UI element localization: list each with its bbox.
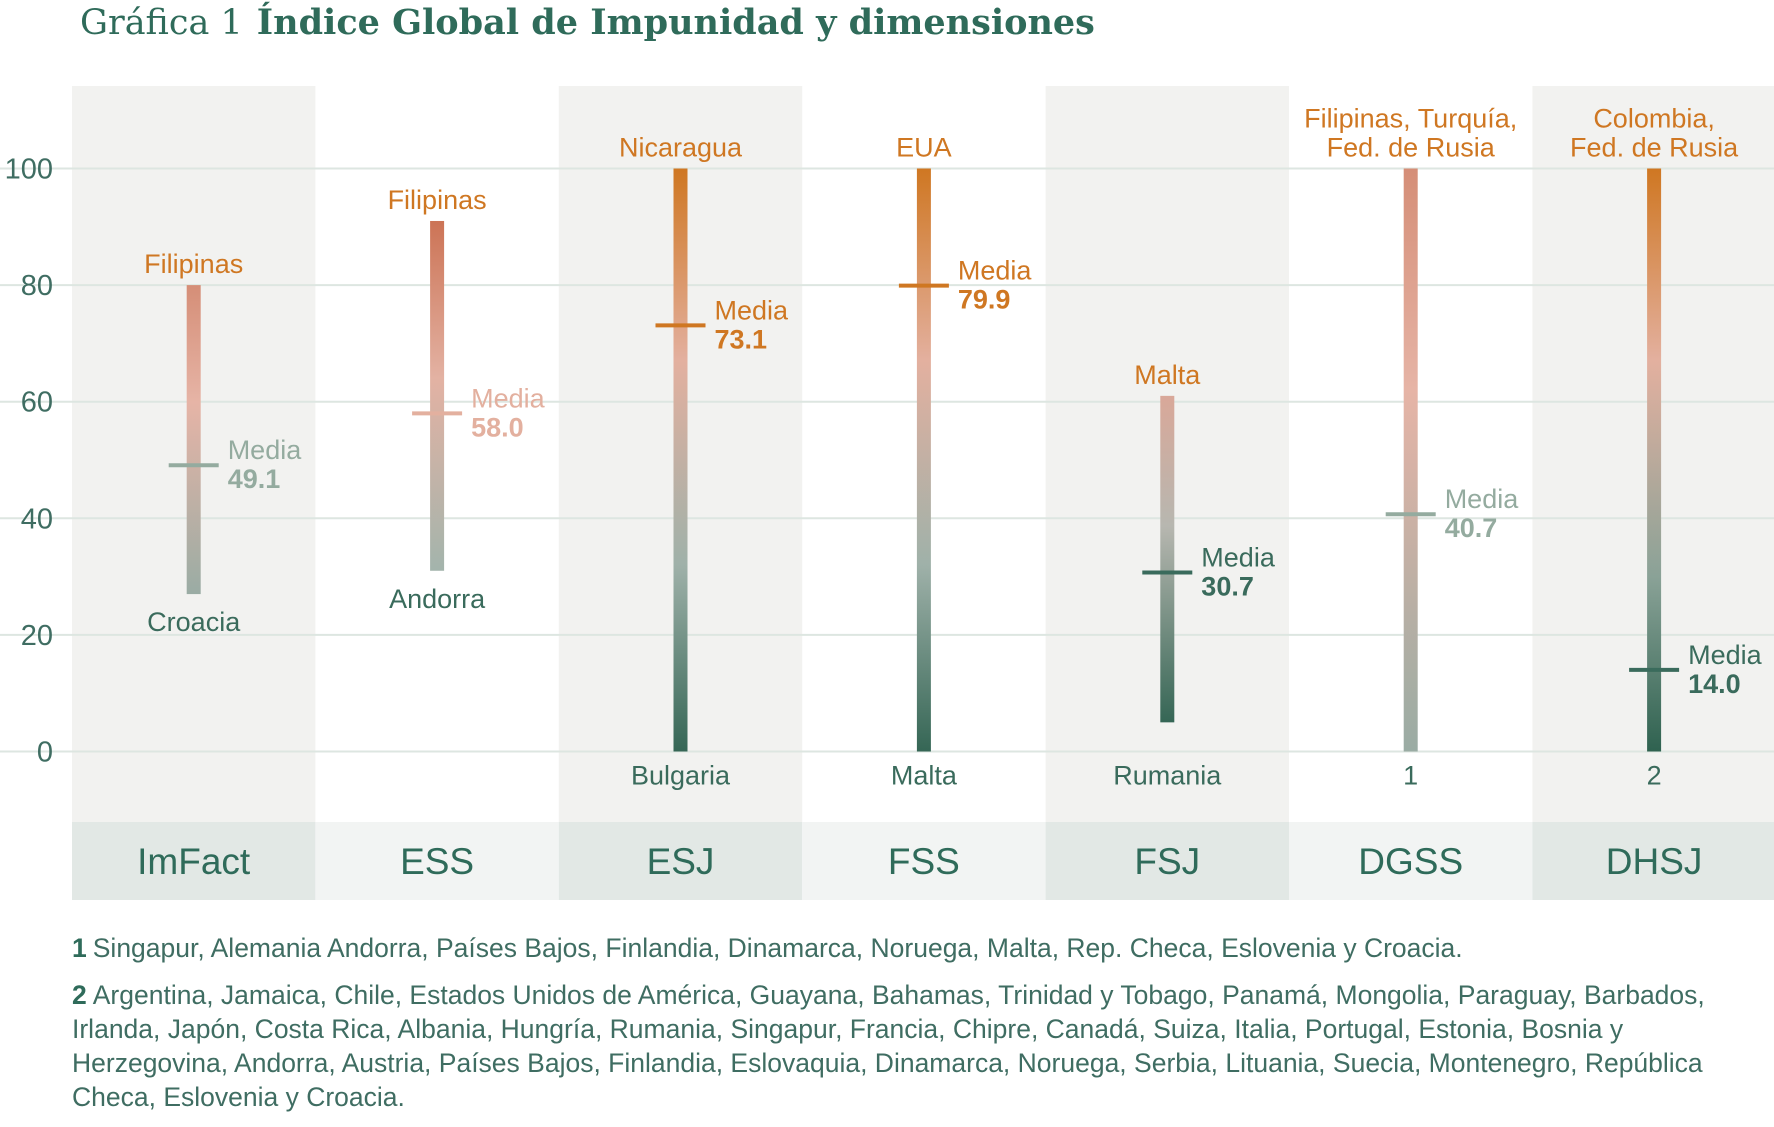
category-box [72, 822, 316, 900]
category-label: DHSJ [1606, 841, 1703, 882]
range-bars: Media49.1Media58.0Media73.1Media79.9Medi… [168, 168, 1763, 752]
mean-label: Media [1445, 484, 1520, 514]
y-tick-label: 20 [21, 620, 53, 652]
mean-label: Media [715, 295, 790, 325]
min-country-label: Croacia [147, 607, 241, 637]
min-country-label: Rumania [1113, 761, 1222, 791]
mean-label: Media [1688, 640, 1763, 670]
figure-header: Gráfica 1 Índice Global de Impunidad y d… [80, 2, 1095, 52]
range-bar-ess [430, 220, 445, 571]
max-country-label: Fed. de Rusia [1327, 133, 1496, 163]
category-label: FSJ [1134, 841, 1200, 882]
column-labels: Filipinas Croacia ImFact Filipinas Andorra ES… [72, 104, 1774, 900]
category-label: DGSS [1358, 841, 1463, 882]
y-tick-label: 60 [21, 387, 53, 419]
mean-label: Media [1201, 543, 1276, 573]
min-country-label: Andorra [389, 584, 486, 614]
figure-label: Gráfica 1 [80, 3, 243, 43]
mean-value: 30.7 [1201, 572, 1254, 602]
y-tick-label: 0 [37, 737, 53, 769]
mean-value: 58.0 [471, 412, 524, 442]
footnote-text: Singapur, Alemania Andorra, Países Bajos… [92, 933, 1463, 963]
category-box [802, 822, 1046, 900]
category-box [1532, 822, 1774, 900]
footnote: 2 Argentina, Jamaica, Chile, Estados Unid… [72, 978, 1772, 1114]
y-tick-label: 40 [21, 503, 53, 535]
category-label: ESJ [647, 841, 715, 882]
range-bar-dgss [1403, 168, 1418, 752]
mean-value: 79.9 [958, 285, 1011, 315]
min-country-label: Malta [891, 761, 958, 791]
category-label: ESS [400, 841, 474, 882]
category-box [315, 822, 559, 900]
category-box [1045, 822, 1289, 900]
max-country-label: Filipinas [144, 249, 243, 279]
footnote: 1 Singapur, Alemania Andorra, Países Bajo… [72, 931, 1772, 965]
max-country-label: Filipinas [388, 185, 487, 215]
mean-value: 49.1 [228, 464, 281, 494]
y-axis: 0 20 40 60 80 100 [5, 154, 53, 769]
mean-label: Media [471, 383, 546, 413]
category-label: FSS [888, 841, 960, 882]
max-country-label: EUA [896, 133, 952, 163]
footnotes: 1 Singapur, Alemania Andorra, Países Bajo… [72, 931, 1772, 1127]
min-country-label: 2 [1647, 761, 1662, 791]
min-country-label: 1 [1403, 761, 1418, 791]
range-bar-fss [916, 168, 931, 752]
gridlines [0, 167, 1774, 753]
y-tick-label: 80 [21, 270, 53, 302]
max-country-label: Colombia, [1593, 104, 1715, 134]
category-box [558, 822, 803, 900]
mean-value: 40.7 [1445, 513, 1498, 543]
category-box [1289, 822, 1533, 900]
mean-value: 73.1 [715, 324, 768, 354]
max-country-label: Filipinas, Turquía, [1304, 104, 1517, 134]
footnote-number: 1 [72, 933, 87, 963]
footnote-text: Argentina, Jamaica, Chile, Estados Unido… [72, 980, 1705, 1112]
mean-value: 14.0 [1688, 669, 1741, 699]
range-bar-dhsj [1647, 168, 1662, 752]
y-tick-label: 100 [5, 154, 53, 186]
range-bar-fsj [1160, 395, 1175, 723]
max-country-label: Nicaragua [619, 133, 743, 163]
mean-label: Media [228, 435, 303, 465]
figure-title: Índice Global de Impunidad y dimensiones [256, 2, 1095, 43]
range-bar-imfact [186, 285, 201, 595]
mean-label: Media [958, 256, 1033, 286]
min-country-label: Bulgaria [631, 761, 731, 791]
max-country-label: Fed. de Rusia [1570, 133, 1739, 163]
footnote-number: 2 [72, 980, 87, 1010]
max-country-label: Malta [1134, 360, 1201, 390]
category-label: ImFact [137, 841, 251, 882]
range-bar-esj [673, 168, 688, 752]
